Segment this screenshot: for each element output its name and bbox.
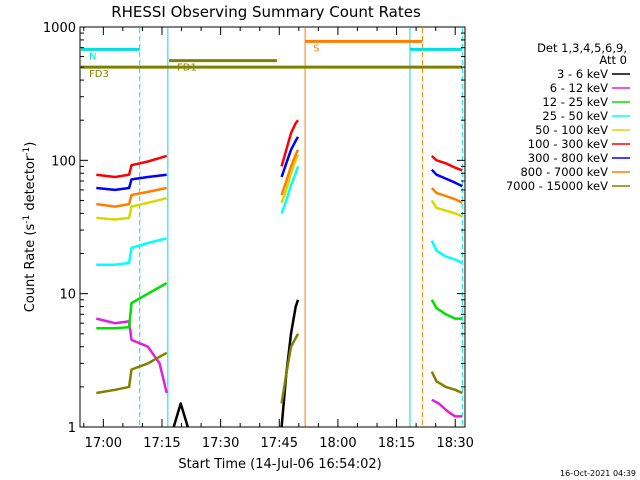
annotation-label: FD3 (89, 69, 109, 80)
y-axis-label: Count Rate (s-1 detector-1) (22, 142, 38, 313)
y-tick-label: 100 (51, 154, 76, 169)
series-line (280, 333, 300, 404)
series-line (430, 240, 463, 265)
legend-item-label: 100 - 300 keV (528, 137, 608, 151)
legend-item-label: 800 - 7000 keV (520, 165, 608, 179)
legend-header: Det 1,3,4,5,6,9, (537, 41, 627, 55)
plot-frame (79, 26, 466, 428)
series-line (96, 282, 168, 330)
series-line (430, 168, 463, 188)
legend-item-label: 7000 - 15000 keV (506, 179, 608, 193)
x-axis: 17:00 17:15 17:30 17:45 18:00 18:15 18:30 (83, 27, 474, 451)
plot-series (96, 119, 463, 428)
legend-item-label: 3 - 6 keV (557, 67, 608, 81)
series-line (96, 186, 167, 208)
legend-subheader: Att 0 (599, 53, 627, 67)
y-tick-label: 1 (68, 421, 76, 436)
legend-item-label: 50 - 100 keV (535, 123, 608, 137)
series-line (280, 149, 300, 196)
series-line (96, 237, 168, 266)
x-tick-label: 18:00 (319, 436, 356, 451)
series-line (280, 136, 300, 178)
legend-item-label: 25 - 50 keV (542, 109, 608, 123)
timestamp: 16-Oct-2021 04:39 (560, 469, 636, 478)
series-line (280, 166, 300, 214)
legend-item-label: 6 - 12 keV (550, 81, 608, 95)
series-line (280, 119, 299, 167)
series-line (96, 154, 168, 179)
event-markers (139, 28, 463, 427)
series-line (430, 299, 463, 320)
x-tick-label: 17:30 (202, 436, 239, 451)
y-tick-label: 10 (59, 288, 76, 303)
attenuator-annotations: NFD1FD3S (81, 39, 463, 80)
x-tick-label: 18:15 (378, 436, 415, 451)
legend-item-label: 300 - 800 keV (528, 151, 608, 165)
x-tick-label: 17:45 (261, 436, 298, 451)
y-axis: 1 10 100 1000 (43, 21, 465, 436)
series-line (172, 402, 189, 428)
series-line (430, 187, 463, 204)
legend-item-label: 12 - 25 keV (542, 95, 608, 109)
x-axis-label: Start Time (14-Jul-06 16:54:02) (178, 457, 381, 472)
annotation-label: S (313, 43, 319, 54)
chart-title: RHESSI Observing Summary Count Rates (111, 3, 421, 21)
annotation-label: N (89, 51, 96, 62)
series-line (96, 173, 167, 192)
y-tick-label: 1000 (43, 21, 76, 36)
series-line (96, 317, 168, 394)
series-line (430, 154, 463, 172)
series-line (430, 199, 463, 218)
x-tick-label: 17:15 (143, 436, 180, 451)
series-line (431, 398, 463, 418)
series-line (96, 196, 167, 221)
series-line (280, 154, 300, 204)
series-line (430, 371, 463, 395)
x-tick-label: 17:00 (85, 436, 122, 451)
series-line (96, 351, 168, 395)
x-tick-label: 18:30 (436, 436, 473, 451)
